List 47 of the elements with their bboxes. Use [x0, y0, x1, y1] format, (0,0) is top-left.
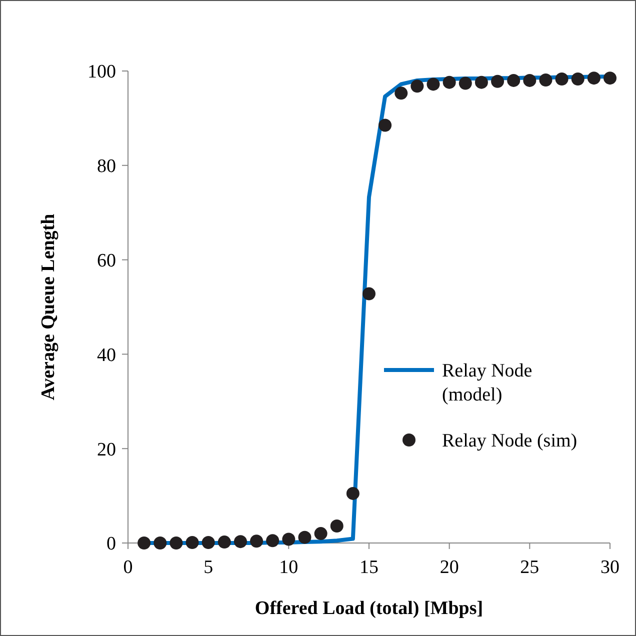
x-tick-label: 0	[123, 557, 133, 578]
x-axis-title: Offered Load (total) [Mbps]	[254, 598, 484, 619]
y-tick-label: 100	[88, 62, 116, 83]
point	[491, 74, 504, 88]
point	[474, 76, 488, 89]
point	[523, 74, 536, 87]
point	[555, 72, 568, 86]
point	[426, 78, 440, 91]
y-axis-title: Average Queue Length	[38, 213, 59, 400]
point	[378, 118, 392, 132]
point	[330, 520, 344, 533]
point	[138, 536, 151, 550]
point	[458, 76, 472, 90]
point	[298, 530, 312, 544]
point	[314, 527, 328, 540]
y-tick-label: 80	[97, 156, 116, 178]
y-tick-label: 0	[106, 534, 116, 555]
point	[170, 536, 183, 550]
legend-label: Relay Node (model)	[442, 360, 532, 406]
point	[362, 287, 376, 300]
point	[266, 534, 280, 548]
point	[507, 74, 520, 87]
x-tick-label: 30	[600, 557, 620, 578]
point	[250, 534, 264, 548]
x-tick-label: 20	[440, 557, 459, 578]
x-tick-label: 5	[204, 557, 214, 578]
point	[234, 535, 247, 548]
x-tick-label: 25	[520, 557, 540, 578]
y-tick-label: 20	[97, 439, 116, 460]
point	[539, 73, 552, 86]
point	[571, 72, 584, 86]
point	[394, 86, 408, 100]
y-tick-label: 60	[97, 250, 116, 272]
point	[410, 80, 424, 93]
point	[442, 76, 456, 89]
point	[604, 72, 616, 85]
point	[186, 536, 199, 550]
point	[202, 536, 215, 550]
point	[154, 536, 167, 550]
x-tick-label: 10	[279, 557, 298, 578]
point	[218, 536, 231, 549]
point	[346, 486, 360, 500]
y-tick-label: 40	[97, 344, 116, 366]
x-tick-label: 15	[360, 557, 378, 578]
legend-label: Relay Node (sim)	[442, 430, 578, 452]
point	[282, 532, 296, 546]
point	[587, 72, 600, 85]
